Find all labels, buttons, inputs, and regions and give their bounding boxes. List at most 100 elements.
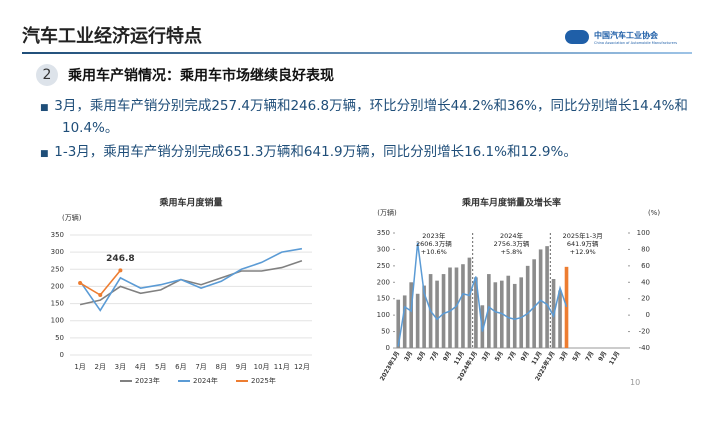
x-tick-label: 11月 bbox=[607, 350, 621, 366]
bar bbox=[402, 295, 407, 348]
bar bbox=[564, 266, 569, 348]
bar bbox=[467, 257, 472, 348]
y2-tick-label: 100 bbox=[637, 229, 650, 237]
header-rule bbox=[22, 52, 692, 54]
page-title: 汽车工业经济运行特点 bbox=[22, 26, 202, 47]
y-tick-label: 200 bbox=[51, 282, 64, 290]
y-tick-label: 250 bbox=[51, 265, 64, 273]
chart-title: 乘用车月度销量 bbox=[158, 197, 222, 209]
y-tick-label: 300 bbox=[377, 245, 390, 253]
bar bbox=[415, 293, 420, 348]
bar bbox=[448, 267, 452, 348]
bar bbox=[493, 282, 498, 348]
annotation: 2025年1-3月 bbox=[563, 231, 603, 240]
x-tick-label: 3月 bbox=[402, 350, 414, 363]
annotation: 641.9万辆 bbox=[567, 239, 599, 248]
point bbox=[78, 281, 83, 285]
section-title: 乘用车产销情况：乘用车市场继续良好表现 bbox=[68, 68, 334, 84]
x-tick-label: 3月 bbox=[480, 350, 492, 363]
point bbox=[98, 293, 103, 297]
annotation: 2024年 bbox=[500, 231, 524, 240]
x-tick-label: 9月 bbox=[236, 363, 247, 371]
bullet: ■ 3月，乘用车产销分别完成257.4万辆和246.8万辆，环比分别增长44.2… bbox=[40, 98, 688, 136]
bar bbox=[441, 274, 446, 348]
annotation: 2756.3万辆 bbox=[494, 239, 530, 248]
x-tick-label: 7月 bbox=[583, 350, 595, 363]
page-number: 10 bbox=[630, 378, 641, 387]
annotation: +10.6% bbox=[421, 248, 447, 256]
series-line bbox=[79, 259, 303, 306]
bar bbox=[409, 282, 413, 348]
bar bbox=[512, 283, 517, 348]
y-tick-label: 100 bbox=[51, 317, 64, 325]
x-tick-label: 11月 bbox=[274, 363, 290, 371]
y2-tick-label: -40 bbox=[639, 344, 650, 352]
x-tick-label: 11月 bbox=[452, 350, 466, 366]
bar bbox=[538, 249, 543, 348]
bar bbox=[435, 280, 439, 348]
axis-unit: (%) bbox=[648, 209, 660, 217]
x-tick-label: 9月 bbox=[519, 350, 531, 363]
y-tick-label: 150 bbox=[51, 300, 64, 308]
x-tick-label: 5月 bbox=[155, 363, 166, 371]
y2-tick-label: 60 bbox=[641, 262, 650, 270]
data-label: 246.8 bbox=[106, 254, 134, 264]
y-tick-label: 350 bbox=[377, 229, 390, 237]
annotation: 2606.3万辆 bbox=[416, 239, 452, 248]
x-tick-label: 6月 bbox=[175, 363, 186, 371]
bar bbox=[532, 259, 536, 348]
x-tick-label: 8月 bbox=[216, 363, 227, 371]
bar bbox=[519, 277, 524, 348]
y-tick-label: 0 bbox=[60, 351, 64, 359]
x-tick-label: 1月 bbox=[74, 363, 85, 371]
x-tick-label: 10月 bbox=[254, 363, 270, 371]
bar bbox=[558, 290, 562, 348]
x-tick-label: 12月 bbox=[294, 363, 310, 371]
logo-en: China Association of Automobile Manufact… bbox=[594, 41, 678, 45]
series-line bbox=[79, 247, 303, 312]
legend-label: 2025年 bbox=[251, 376, 276, 385]
y-tick-label: 200 bbox=[377, 278, 390, 286]
bullet-text: 1-3月，乘用车产销分别完成651.3万辆和641.9万辆，同比分别增长16.1… bbox=[54, 144, 577, 160]
bar bbox=[454, 267, 459, 348]
bar bbox=[487, 274, 491, 348]
x-tick-label: 3月 bbox=[558, 350, 570, 363]
bar bbox=[461, 264, 465, 348]
annotation: 2023年 bbox=[422, 231, 446, 240]
y2-tick-label: 0 bbox=[646, 311, 650, 319]
x-tick-label: 4月 bbox=[135, 363, 146, 371]
legend-label: 2023年 bbox=[135, 376, 160, 385]
x-tick-label: 9月 bbox=[441, 350, 453, 363]
x-tick-label: 5月 bbox=[415, 350, 427, 363]
logo-mark bbox=[565, 30, 589, 44]
y2-tick-label: 20 bbox=[641, 295, 650, 303]
bar bbox=[422, 285, 426, 348]
growth-line bbox=[397, 242, 568, 347]
bar bbox=[545, 246, 549, 348]
x-tick-label: 7月 bbox=[195, 363, 206, 371]
bullet-text: 3月，乘用车产销分别完成257.4万辆和246.8万辆，环比分别增长44.2%和… bbox=[54, 98, 688, 136]
y-tick-label: 300 bbox=[51, 248, 64, 256]
axis-unit: (万辆) bbox=[62, 213, 82, 222]
y-tick-label: 100 bbox=[377, 311, 390, 319]
y-tick-label: 150 bbox=[377, 295, 390, 303]
bullet: ■ 1-3月，乘用车产销分别完成651.3万辆和641.9万辆，同比分别增长16… bbox=[40, 144, 577, 160]
y-tick-label: 50 bbox=[381, 328, 390, 336]
y-tick-label: 350 bbox=[51, 231, 64, 239]
point bbox=[118, 268, 123, 273]
x-tick-label: 2023年1月 bbox=[378, 350, 401, 382]
x-tick-label: 2月 bbox=[95, 363, 106, 371]
x-tick-label: 5月 bbox=[570, 350, 582, 363]
x-tick-label: 3月 bbox=[115, 363, 126, 371]
y2-tick-label: 40 bbox=[641, 278, 650, 286]
bar bbox=[525, 265, 530, 348]
x-tick-label: 5月 bbox=[493, 350, 505, 363]
bar bbox=[474, 277, 478, 348]
x-tick-label: 9月 bbox=[596, 350, 608, 363]
y2-tick-label: 80 bbox=[641, 245, 650, 253]
x-tick-label: 11月 bbox=[530, 350, 544, 366]
section-number: 2 bbox=[36, 64, 58, 86]
y2-tick-label: -20 bbox=[639, 328, 650, 336]
